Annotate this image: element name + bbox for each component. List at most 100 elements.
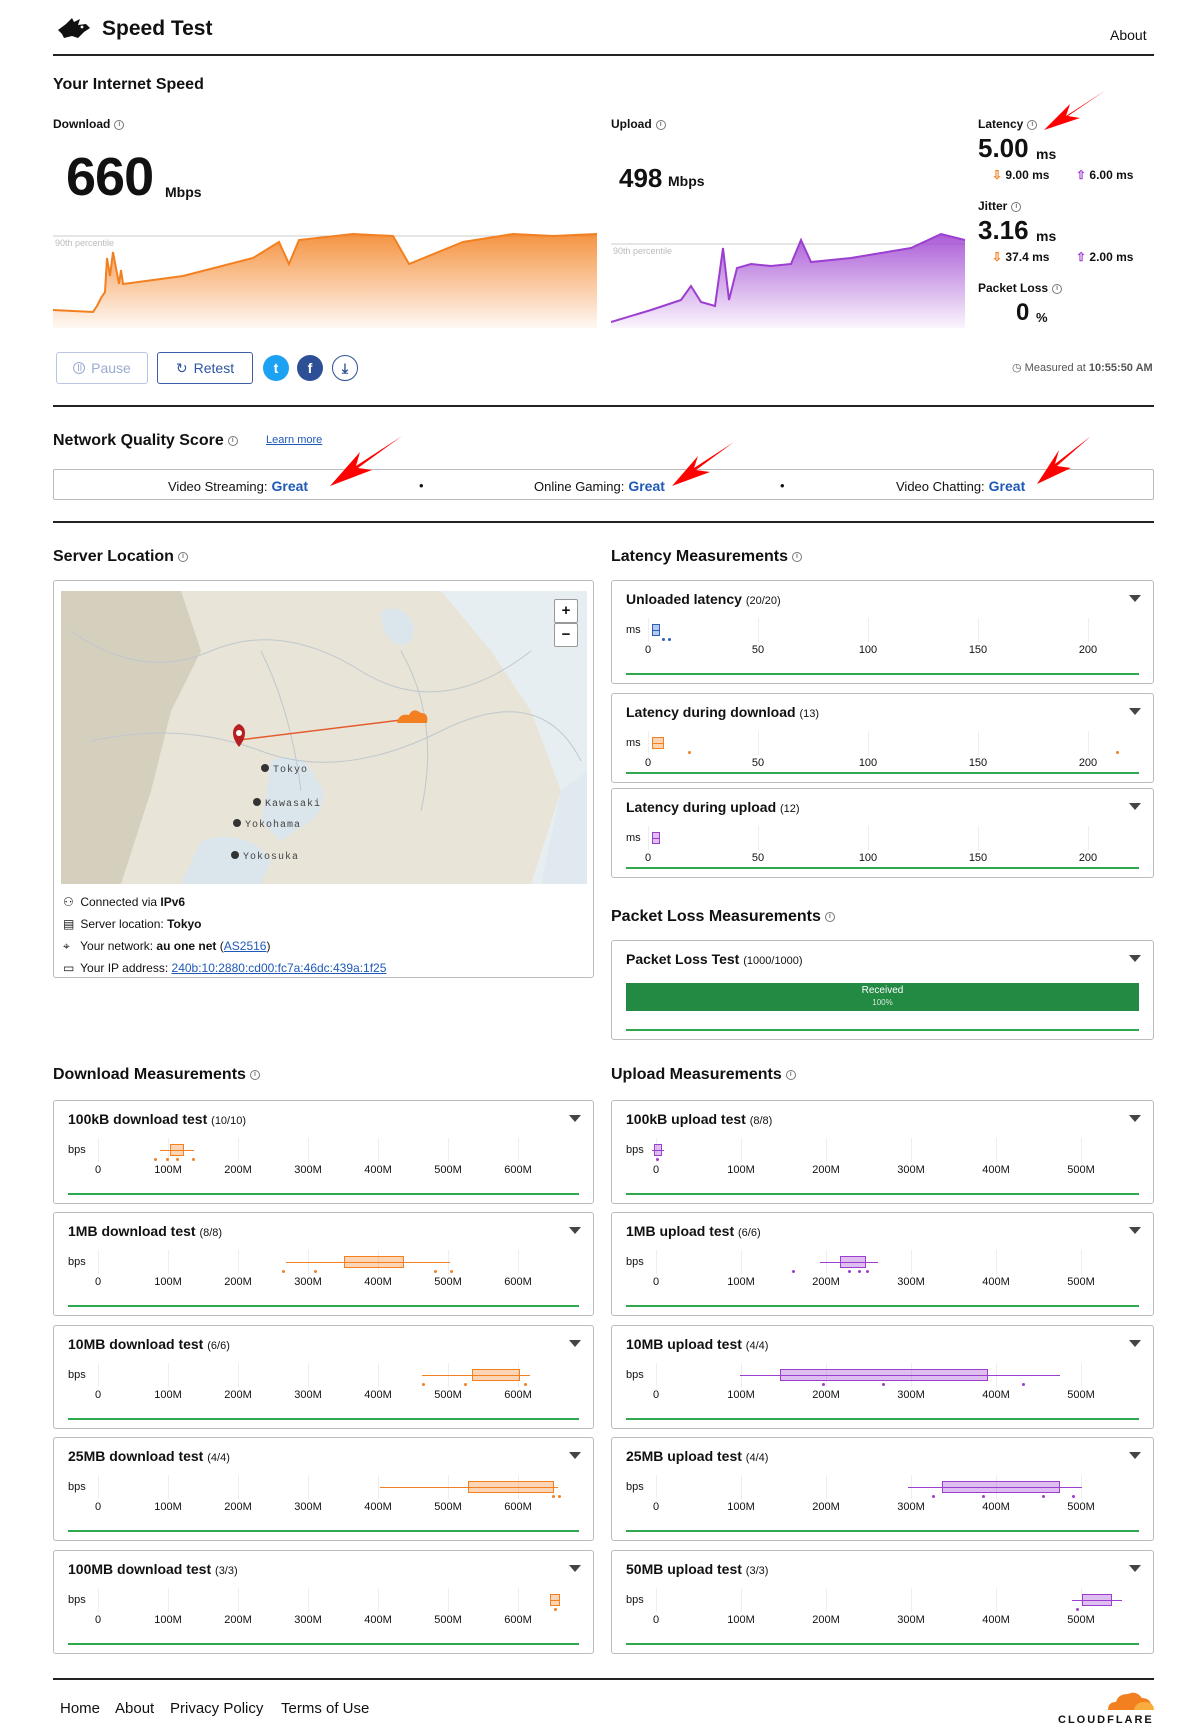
tick-label: 100M (727, 1389, 755, 1401)
annotation-arrow (1037, 436, 1091, 484)
packet-loss-card[interactable]: Packet Loss Test (1000/1000) Received 10… (611, 940, 1154, 1040)
axis-unit: bps (626, 1481, 644, 1493)
card-title: 10MB download test (6/6) (68, 1336, 230, 1352)
chevron-down-icon[interactable] (1129, 595, 1141, 602)
upload-card[interactable]: 25MB upload test (4/4) bps 0 100M 200M 300M… (611, 1437, 1154, 1541)
upload-card[interactable]: 50MB upload test (3/3) bps 0 100M 200M 300M… (611, 1550, 1154, 1654)
info-icon[interactable]: i (177, 551, 188, 562)
tick-label: 300M (897, 1501, 925, 1513)
chevron-down-icon[interactable] (1129, 1340, 1141, 1347)
grid-line (996, 1138, 997, 1162)
axis-unit: bps (626, 1369, 644, 1381)
tick-label: 300M (294, 1164, 322, 1176)
info-icon[interactable]: i (824, 911, 835, 922)
map-city-label: Yokohama (245, 819, 301, 831)
facebook-icon[interactable]: f (297, 355, 323, 381)
box-plot (652, 832, 660, 844)
chevron-down-icon[interactable] (569, 1340, 581, 1347)
ip-link[interactable]: 240b:10:2880:cd00:fc7a:46dc:439a:1f25 (171, 961, 387, 975)
grid-line (378, 1138, 379, 1162)
download-card[interactable]: 100MB download test (3/3) bps 0 100M 200M 3… (53, 1550, 594, 1654)
footer-link-privacy[interactable]: Privacy Policy (170, 1700, 264, 1717)
download-card[interactable]: 1MB download test (8/8) bps 0 100M 200M 300… (53, 1212, 594, 1316)
pause-button[interactable]: ॥ Pause (56, 352, 148, 384)
download-label: Download i (53, 117, 125, 131)
axis-unit: ms (626, 737, 641, 749)
tick-label: 300M (294, 1501, 322, 1513)
info-icon[interactable]: i (227, 435, 238, 446)
zoom-in-button[interactable]: + (554, 599, 578, 623)
chevron-down-icon[interactable] (569, 1115, 581, 1122)
retest-button[interactable]: ↻ Retest (157, 352, 253, 384)
info-icon[interactable]: i (114, 119, 125, 130)
latency-card[interactable]: Latency during download (13) ms 0 50 100 15… (611, 693, 1154, 783)
chevron-down-icon[interactable] (1129, 1227, 1141, 1234)
as-link[interactable]: AS2516 (223, 939, 267, 953)
chevron-down-icon[interactable] (1129, 1452, 1141, 1459)
tick-label: 400M (982, 1501, 1010, 1513)
info-icon[interactable]: i (1027, 119, 1038, 130)
brand-logo[interactable] (56, 16, 92, 42)
info-icon[interactable]: i (1011, 201, 1022, 212)
percentile-label: 90th percentile (55, 238, 114, 248)
tick-label: 500M (434, 1389, 462, 1401)
cloudflare-logo-icon (1108, 1692, 1154, 1710)
chevron-down-icon[interactable] (1129, 1115, 1141, 1122)
tick-label: 400M (982, 1164, 1010, 1176)
footer-link-terms[interactable]: Terms of Use (281, 1700, 370, 1717)
grid-line (656, 1588, 657, 1612)
about-link[interactable]: About (1110, 27, 1147, 43)
data-point (932, 1495, 935, 1498)
packet-loss-value: 0 (1016, 299, 1030, 326)
download-card[interactable]: 100kB download test (10/10) bps 0 100M 200… (53, 1100, 594, 1204)
brand-title[interactable]: Speed Test (102, 17, 213, 40)
upload-card[interactable]: 10MB upload test (4/4) bps 0 100M 200M 300M… (611, 1325, 1154, 1429)
data-point (558, 1495, 561, 1498)
tick-label: 0 (94, 1501, 102, 1513)
zoom-out-button[interactable]: − (554, 623, 578, 647)
info-icon[interactable]: i (655, 119, 666, 130)
info-icon[interactable]: i (785, 1069, 796, 1080)
latency-card[interactable]: Latency during upload (12) ms 0 50 100 150 2… (611, 788, 1154, 878)
grid-line (1088, 826, 1089, 850)
chevron-down-icon[interactable] (1129, 708, 1141, 715)
card-title: Latency during download (13) (626, 704, 820, 720)
grid-line (518, 1250, 519, 1274)
tick-label: 100 (858, 757, 878, 769)
info-icon[interactable]: i (791, 551, 802, 562)
pause-icon: ॥ (73, 362, 86, 374)
card-title: 1MB upload test (6/6) (626, 1223, 761, 1239)
card-title: 10MB upload test (4/4) (626, 1336, 769, 1352)
info-icon[interactable]: i (1052, 283, 1063, 294)
chevron-down-icon[interactable] (569, 1565, 581, 1572)
packet-loss-card-title: Packet Loss Test (1000/1000) (626, 951, 803, 967)
box-whisker (550, 1600, 560, 1601)
latency-card[interactable]: Unloaded latency (20/20) ms 0 50 100 150 200 (611, 580, 1154, 684)
chevron-down-icon[interactable] (1129, 803, 1141, 810)
axis-unit: bps (626, 1144, 644, 1156)
chevron-down-icon[interactable] (569, 1227, 581, 1234)
grid-line (168, 1588, 169, 1612)
upload-card[interactable]: 1MB upload test (6/6) bps 0 100M 200M 300M 4… (611, 1212, 1154, 1316)
download-card[interactable]: 25MB download test (4/4) bps 0 100M 200M 30… (53, 1437, 594, 1541)
server-map[interactable]: Tokyo Kawasaki Yokohama Yokosuka (61, 591, 587, 884)
footer-link-home[interactable]: Home (60, 1700, 101, 1717)
upload-card[interactable]: 100kB upload test (8/8) bps 0 100M 200M 300… (611, 1100, 1154, 1204)
download-card[interactable]: 10MB download test (6/6) bps 0 100M 200M 30… (53, 1325, 594, 1429)
chevron-down-icon[interactable] (1129, 1565, 1141, 1572)
grid-line (238, 1138, 239, 1162)
grid-line (978, 731, 979, 755)
footer-link-about[interactable]: About (115, 1700, 155, 1717)
data-point (464, 1383, 467, 1386)
learn-more-link[interactable]: Learn more (266, 434, 323, 446)
download-results-icon[interactable]: ⤓ (332, 355, 358, 381)
data-point (1076, 1608, 1079, 1611)
chevron-down-icon[interactable] (569, 1452, 581, 1459)
info-icon[interactable]: i (249, 1069, 260, 1080)
tick-label: 600M (504, 1164, 532, 1176)
twitter-icon[interactable]: t (263, 355, 289, 381)
data-point (554, 1608, 557, 1611)
cloudflare-wordmark: CLOUDFLARE (1058, 1714, 1154, 1726)
map-city-label: Tokyo (273, 764, 308, 776)
chevron-down-icon[interactable] (1129, 955, 1141, 962)
